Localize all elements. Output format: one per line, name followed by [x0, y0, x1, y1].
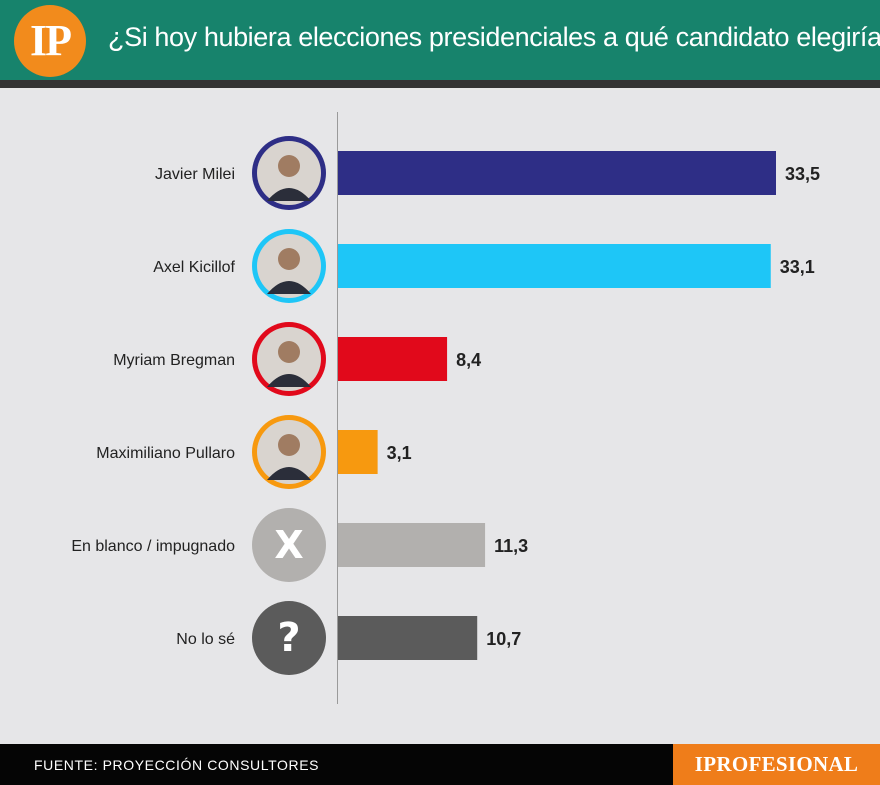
avatar-shoulders	[267, 467, 311, 480]
source-note: FUENTE: PROYECCIÓN CONSULTORES	[34, 757, 320, 773]
question-icon	[252, 601, 326, 675]
x-icon	[252, 508, 326, 582]
value-label: 8,4	[456, 350, 481, 370]
category-label: En blanco / impugnado	[71, 538, 235, 555]
bar	[337, 244, 771, 288]
brand-logo: IPROFESIONAL	[673, 744, 880, 785]
avatar-shoulders	[267, 281, 311, 294]
category-label: No lo sé	[176, 631, 235, 648]
category-label: Maximiliano Pullaro	[96, 445, 235, 462]
bar	[337, 430, 378, 474]
value-label: 3,1	[387, 443, 412, 463]
header-banner: IP ¿Si hoy hubiera elecciones presidenci…	[0, 0, 880, 80]
bar-chart: Javier Milei 33,5 Axel Kicillof 33,1 Myriam …	[71, 136, 820, 675]
bar	[337, 523, 486, 567]
ip-logo: IP	[14, 5, 86, 77]
value-label: 33,1	[780, 257, 815, 277]
value-label: 10,7	[486, 629, 521, 649]
avatar-head	[278, 155, 300, 177]
bar	[337, 151, 776, 195]
category-label: Axel Kicillof	[153, 259, 235, 276]
bar	[337, 337, 448, 381]
category-label: Myriam Bregman	[113, 352, 235, 369]
chart-title: ¿Si hoy hubiera elecciones presidenciale…	[108, 22, 880, 52]
avatar-shoulders	[267, 188, 311, 201]
footer-bar: FUENTE: PROYECCIÓN CONSULTORES IPROFESIO…	[0, 744, 880, 785]
x-icon-glyph: X	[274, 523, 303, 567]
bar	[337, 616, 478, 660]
avatar-head	[278, 434, 300, 456]
avatar-head	[278, 248, 300, 270]
question-icon-glyph: ?	[277, 615, 300, 661]
value-label: 33,5	[785, 164, 820, 184]
category-label: Javier Milei	[155, 166, 235, 183]
value-label: 11,3	[494, 536, 528, 556]
header-divider	[0, 80, 880, 88]
avatar-head	[278, 341, 300, 363]
category-axis-line	[337, 112, 338, 704]
avatar-shoulders	[267, 374, 311, 387]
